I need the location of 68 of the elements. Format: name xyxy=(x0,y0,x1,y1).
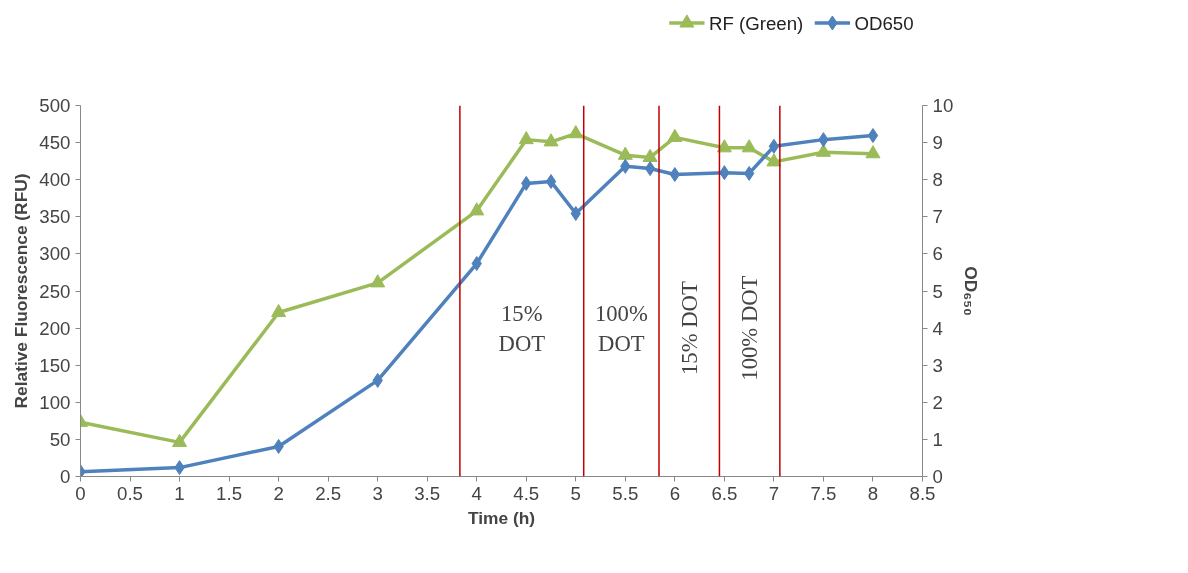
point xyxy=(741,139,757,153)
legend-label: OD650 xyxy=(854,12,914,34)
x-tick-label: 7.5 xyxy=(810,482,837,504)
point xyxy=(667,128,683,142)
annotation: 15% DOT xyxy=(498,300,546,356)
y-tick-label: 350 xyxy=(39,206,71,228)
x-tick-label: 6.5 xyxy=(711,482,738,504)
x-tick-label: 5.5 xyxy=(612,482,639,504)
annotation: 100% DOT xyxy=(737,275,763,381)
y-tick-label: 50 xyxy=(49,428,71,450)
point xyxy=(766,153,782,167)
point xyxy=(815,143,831,157)
y2-tick-label: 5 xyxy=(932,280,943,302)
y2-tick-label: 7 xyxy=(932,206,943,228)
annotation: 15% DOT xyxy=(676,281,702,375)
point xyxy=(172,433,188,447)
x-tick-label: 3.5 xyxy=(414,482,441,504)
x-tick-label: 7 xyxy=(768,482,780,504)
y-tick-label: 0 xyxy=(60,466,71,487)
point xyxy=(545,174,557,190)
x-tick-label: 8 xyxy=(867,482,879,504)
x-tick-label: 0 xyxy=(75,482,86,504)
point xyxy=(469,202,485,216)
y-tick-label: 450 xyxy=(39,132,71,154)
point xyxy=(669,167,681,183)
point xyxy=(518,131,534,145)
x-tick-label: 1.5 xyxy=(216,482,243,504)
point xyxy=(867,128,879,144)
y-tick-label: 400 xyxy=(39,169,71,191)
point xyxy=(568,125,584,139)
y-tick-label: 250 xyxy=(39,280,71,302)
y-tick-label: 200 xyxy=(39,317,71,339)
y-tick-label: 150 xyxy=(39,354,71,376)
x-tick-label: 4 xyxy=(471,482,482,504)
y-tick-label: 100 xyxy=(39,391,71,413)
y2-tick-label: 10 xyxy=(932,95,954,116)
point xyxy=(617,146,633,160)
x-tick-label: 1 xyxy=(174,482,185,504)
x-tick-label: 6 xyxy=(669,482,681,504)
y2-tick-label: 2 xyxy=(932,391,943,413)
y2-tick-label: 9 xyxy=(932,132,943,154)
x-tick-label: 4.5 xyxy=(513,482,540,504)
point xyxy=(644,161,656,177)
x-tick-label: 2 xyxy=(273,482,284,504)
legend-label: RF (Green) xyxy=(708,12,804,34)
point xyxy=(642,148,658,162)
y-tick-label: 500 xyxy=(39,95,71,116)
y2-tick-label: 8 xyxy=(932,169,943,191)
y2-axis-title: OD₆₅₀ xyxy=(961,266,982,316)
y2-tick-label: 3 xyxy=(932,354,943,376)
point xyxy=(543,133,559,147)
point xyxy=(716,139,732,153)
y-axis-title: Relative Fluorescence (RFU) xyxy=(11,173,32,409)
point xyxy=(743,165,755,181)
point xyxy=(370,274,386,288)
x-tick-label: 5 xyxy=(570,482,581,504)
x-tick-label: 2.5 xyxy=(315,482,342,504)
y2-tick-label: 4 xyxy=(932,317,943,339)
point xyxy=(865,145,881,159)
point xyxy=(768,138,780,154)
x-axis-title: Time (h) xyxy=(467,507,536,528)
y2-tick-label: 6 xyxy=(932,243,943,265)
annotation: 100% DOT xyxy=(594,300,648,356)
point xyxy=(271,303,287,318)
x-tick-label: 3 xyxy=(372,482,383,504)
y-tick-label: 300 xyxy=(39,243,71,265)
x-tick-label: 0.5 xyxy=(117,482,143,504)
y2-tick-label: 1 xyxy=(932,428,943,450)
